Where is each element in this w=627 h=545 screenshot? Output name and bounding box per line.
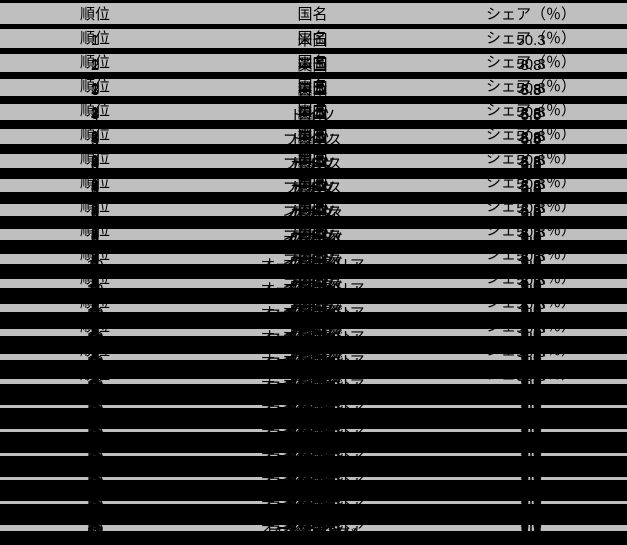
header-rank: 順位: [0, 506, 190, 533]
header-country: 国名: [190, 506, 435, 533]
table-header-row: 順位国名シェア（％）: [0, 506, 627, 533]
cell-share: 50.3: [435, 532, 627, 545]
ranking-table: 順位国名シェア（％）1米国50.32英国8.83日本5.84ドイツ5.55フラン…: [0, 504, 627, 545]
header-share: シェア（％）: [435, 506, 627, 533]
table-row: 1米国50.3: [0, 532, 627, 545]
cell-rank: 1: [0, 532, 190, 545]
cell-country: 米国: [190, 532, 435, 545]
table-layer: 順位国名シェア（％）1米国50.32英国8.83日本5.84ドイツ5.55フラン…: [0, 504, 627, 545]
overlapping-tables-stage: 順位国名シェア（％）1米国50.32英国8.83日本5.84ドイツ5.55フラン…: [0, 0, 627, 545]
